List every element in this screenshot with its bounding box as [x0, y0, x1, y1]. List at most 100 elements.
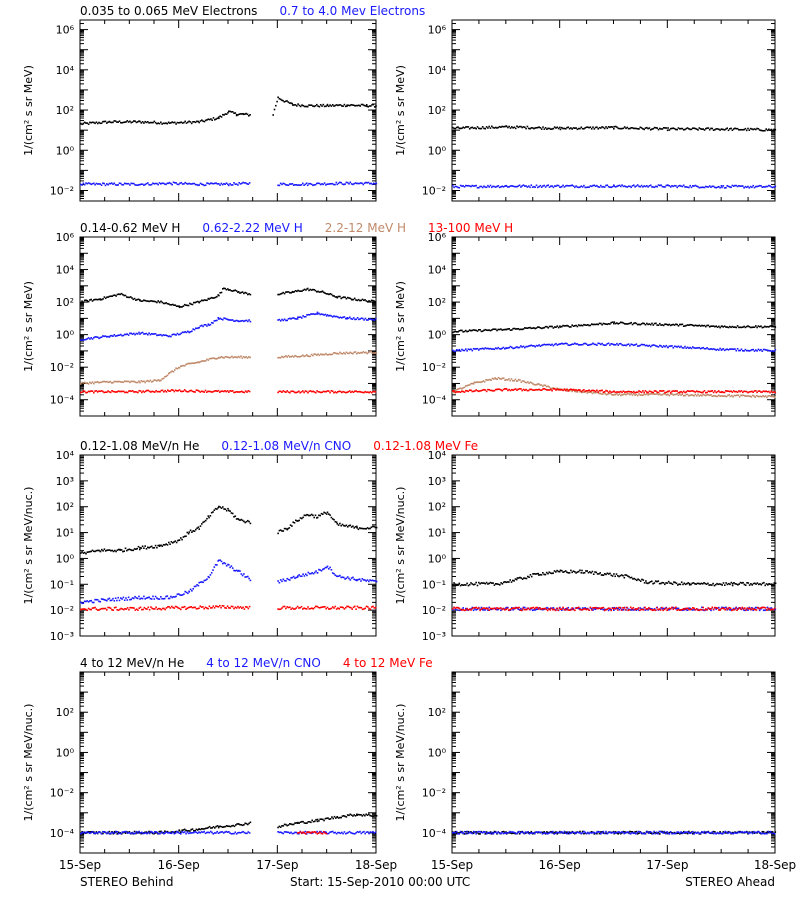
- data-point: [462, 126, 464, 129]
- data-point: [318, 514, 320, 517]
- data-point: [333, 295, 335, 297]
- data-point: [509, 379, 511, 382]
- data-point: [287, 527, 289, 530]
- data-point: [231, 319, 234, 321]
- data-point: [82, 552, 85, 554]
- data-point: [568, 388, 571, 391]
- data-point: [580, 185, 583, 187]
- data-point: [337, 182, 340, 185]
- data-point: [107, 296, 110, 298]
- data-point: [277, 356, 279, 359]
- data-point: [332, 352, 335, 354]
- data-point: [659, 344, 661, 347]
- data-point: [203, 360, 206, 362]
- data-point: [294, 290, 297, 292]
- data-point: [234, 289, 237, 291]
- data-point: [143, 122, 145, 124]
- data-point: [742, 185, 744, 187]
- data-point: [359, 105, 361, 107]
- data-point: [162, 598, 165, 600]
- data-point: [688, 186, 690, 189]
- data-point: [540, 344, 543, 347]
- data-point: [634, 127, 636, 130]
- data-point: [148, 332, 150, 334]
- data-point: [516, 185, 518, 188]
- data-point: [145, 182, 148, 185]
- data-point: [349, 297, 352, 300]
- data-point: [459, 584, 462, 587]
- data-point: [123, 599, 126, 601]
- data-point: [237, 355, 240, 358]
- data-point: [533, 573, 536, 575]
- data-point: [616, 342, 618, 345]
- data-point: [100, 336, 103, 338]
- data-point: [527, 381, 529, 383]
- data-point: [91, 607, 94, 609]
- data-point: [524, 327, 526, 329]
- data-point: [710, 348, 712, 350]
- data-point: [458, 348, 461, 351]
- data-point: [583, 389, 585, 391]
- data-point: [312, 608, 314, 610]
- data-point: [330, 293, 333, 296]
- data-point: [750, 583, 752, 585]
- data-point: [731, 391, 734, 393]
- data-point: [730, 581, 733, 584]
- data-point: [330, 516, 333, 519]
- data-point: [603, 344, 606, 346]
- data-point: [89, 121, 91, 124]
- data-point: [488, 606, 490, 609]
- data-point: [736, 394, 738, 396]
- data-point: [117, 334, 119, 337]
- data-point: [675, 582, 678, 585]
- data-point: [669, 324, 672, 327]
- data-point: [204, 606, 207, 609]
- data-point: [365, 104, 368, 106]
- data-point: [308, 514, 310, 517]
- data-point: [517, 378, 520, 381]
- data-point: [561, 569, 563, 572]
- data-point: [579, 344, 581, 346]
- data-point: [277, 184, 279, 187]
- data-point: [575, 127, 577, 129]
- data-point: [177, 305, 179, 307]
- data-point: [643, 128, 645, 131]
- data-point: [191, 330, 193, 332]
- data-point: [696, 582, 699, 585]
- data-point: [652, 391, 655, 394]
- data-point: [478, 349, 480, 351]
- data-point: [227, 183, 229, 186]
- data-point: [291, 317, 294, 319]
- data-point: [361, 182, 363, 185]
- data-point: [760, 348, 762, 351]
- data-point: [657, 580, 660, 582]
- data-point: [181, 306, 183, 308]
- data-point: [163, 607, 165, 610]
- data-point: [664, 391, 666, 394]
- series-blue: [452, 184, 777, 189]
- data-point: [138, 120, 140, 122]
- data-point: [577, 389, 580, 391]
- data-point: [195, 585, 197, 588]
- data-point: [579, 389, 581, 391]
- data-point: [191, 590, 193, 592]
- data-point: [95, 390, 98, 392]
- data-point: [662, 186, 665, 188]
- data-point: [194, 121, 197, 124]
- data-point: [659, 184, 661, 187]
- data-point: [115, 550, 117, 553]
- data-point: [305, 354, 308, 356]
- data-point: [195, 327, 197, 330]
- data-point: [512, 379, 514, 382]
- data-point: [190, 303, 192, 305]
- data-point: [771, 395, 773, 398]
- data-point: [90, 390, 92, 392]
- data-point: [581, 343, 584, 346]
- data-point: [476, 608, 479, 611]
- data-point: [154, 182, 157, 185]
- data-point: [613, 393, 616, 396]
- data-point: [165, 183, 167, 186]
- data-point: [126, 599, 129, 601]
- data-point: [453, 186, 455, 189]
- data-point: [177, 593, 180, 595]
